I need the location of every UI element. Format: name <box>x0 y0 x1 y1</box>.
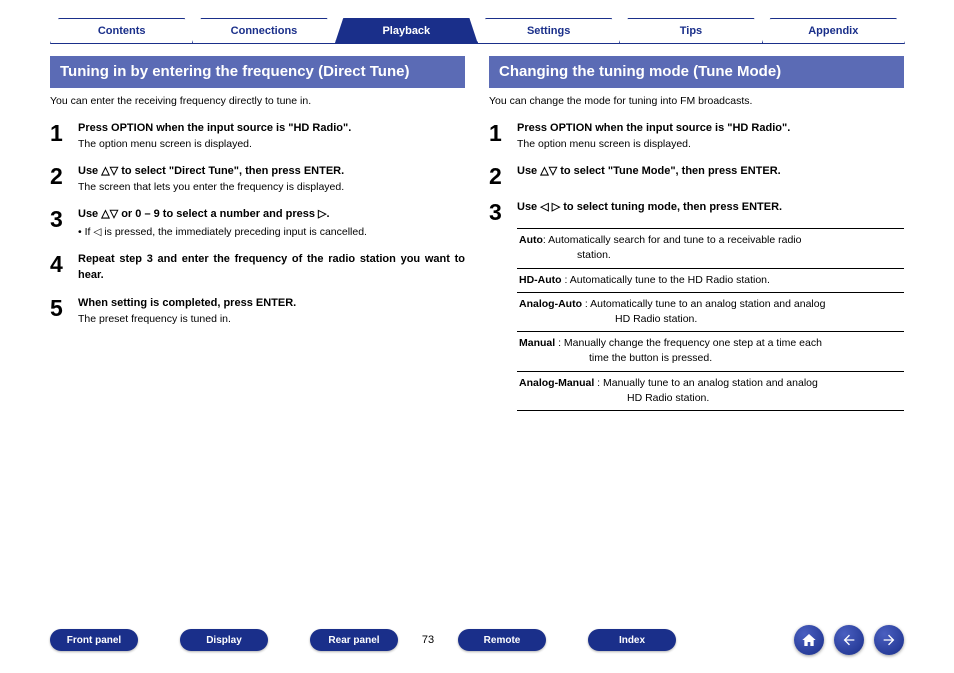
step-number: 3 <box>489 200 517 224</box>
left-step: 5 When setting is completed, press ENTER… <box>50 296 465 327</box>
top-tabs: Contents Connections Playback Settings T… <box>0 0 954 44</box>
step-number: 4 <box>50 252 78 276</box>
step-number: 5 <box>50 296 78 320</box>
arrow-left-icon <box>841 632 857 648</box>
step-subtitle: The screen that lets you enter the frequ… <box>78 180 465 195</box>
tab-settings[interactable]: Settings <box>477 18 620 44</box>
right-section-header: Changing the tuning mode (Tune Mode) <box>489 56 904 88</box>
step-bullet: • If ◁ is pressed, the immediately prece… <box>78 225 465 240</box>
mode-table: Auto: Automatically search for and tune … <box>517 228 904 411</box>
home-button[interactable] <box>794 625 824 655</box>
rear-panel-button[interactable]: Rear panel <box>310 629 398 651</box>
step-number: 3 <box>50 207 78 231</box>
step-number: 2 <box>489 164 517 188</box>
step-number: 1 <box>50 121 78 145</box>
mode-row: Auto: Automatically search for and tune … <box>517 229 904 268</box>
step-subtitle: The option menu screen is displayed. <box>78 137 465 152</box>
display-button[interactable]: Display <box>180 629 268 651</box>
mode-row: Analog-Manual : Manually tune to an anal… <box>517 372 904 411</box>
left-step: 1 Press OPTION when the input source is … <box>50 121 465 152</box>
left-step: 2 Use △▽ to select "Direct Tune", then p… <box>50 164 465 195</box>
front-panel-button[interactable]: Front panel <box>50 629 138 651</box>
step-subtitle: The option menu screen is displayed. <box>517 137 904 152</box>
right-intro: You can change the mode for tuning into … <box>489 94 904 109</box>
step-number: 1 <box>489 121 517 145</box>
right-step: 2 Use △▽ to select "Tune Mode", then pre… <box>489 164 904 188</box>
step-title: Use △▽ to select "Direct Tune", then pre… <box>78 164 465 180</box>
step-subtitle: The preset frequency is tuned in. <box>78 312 465 327</box>
step-title: Press OPTION when the input source is "H… <box>517 121 904 137</box>
left-intro: You can enter the receiving frequency di… <box>50 94 465 109</box>
step-title: Use ◁ ▷ to select tuning mode, then pres… <box>517 200 904 216</box>
tab-contents[interactable]: Contents <box>50 18 193 44</box>
left-step: 4 Repeat step 3 and enter the frequency … <box>50 252 465 284</box>
left-step: 3 Use △▽ or 0 – 9 to select a number and… <box>50 207 465 240</box>
mode-row: Manual : Manually change the frequency o… <box>517 332 904 371</box>
mode-row: Analog-Auto : Automatically tune to an a… <box>517 293 904 332</box>
arrow-right-icon <box>881 632 897 648</box>
page-number: 73 <box>408 634 448 646</box>
tab-tips[interactable]: Tips <box>619 18 762 44</box>
forward-button[interactable] <box>874 625 904 655</box>
step-number: 2 <box>50 164 78 188</box>
step-title: Use △▽ to select "Tune Mode", then press… <box>517 164 904 180</box>
step-title: Repeat step 3 and enter the frequency of… <box>78 252 465 284</box>
step-title: Use △▽ or 0 – 9 to select a number and p… <box>78 207 465 223</box>
bottom-bar: Front panel Display Rear panel 73 Remote… <box>50 625 904 655</box>
right-column: Changing the tuning mode (Tune Mode) You… <box>489 56 904 411</box>
tab-appendix[interactable]: Appendix <box>762 18 905 44</box>
right-step: 1 Press OPTION when the input source is … <box>489 121 904 152</box>
left-section-header: Tuning in by entering the frequency (Dir… <box>50 56 465 88</box>
right-step: 3 Use ◁ ▷ to select tuning mode, then pr… <box>489 200 904 224</box>
back-button[interactable] <box>834 625 864 655</box>
tab-connections[interactable]: Connections <box>192 18 335 44</box>
index-button[interactable]: Index <box>588 629 676 651</box>
remote-button[interactable]: Remote <box>458 629 546 651</box>
tab-playback[interactable]: Playback <box>335 18 478 44</box>
left-column: Tuning in by entering the frequency (Dir… <box>50 56 465 411</box>
content: Tuning in by entering the frequency (Dir… <box>0 44 954 411</box>
mode-row: HD-Auto : Automatically tune to the HD R… <box>517 269 904 293</box>
step-title: When setting is completed, press ENTER. <box>78 296 465 312</box>
home-icon <box>801 632 817 648</box>
step-title: Press OPTION when the input source is "H… <box>78 121 465 137</box>
